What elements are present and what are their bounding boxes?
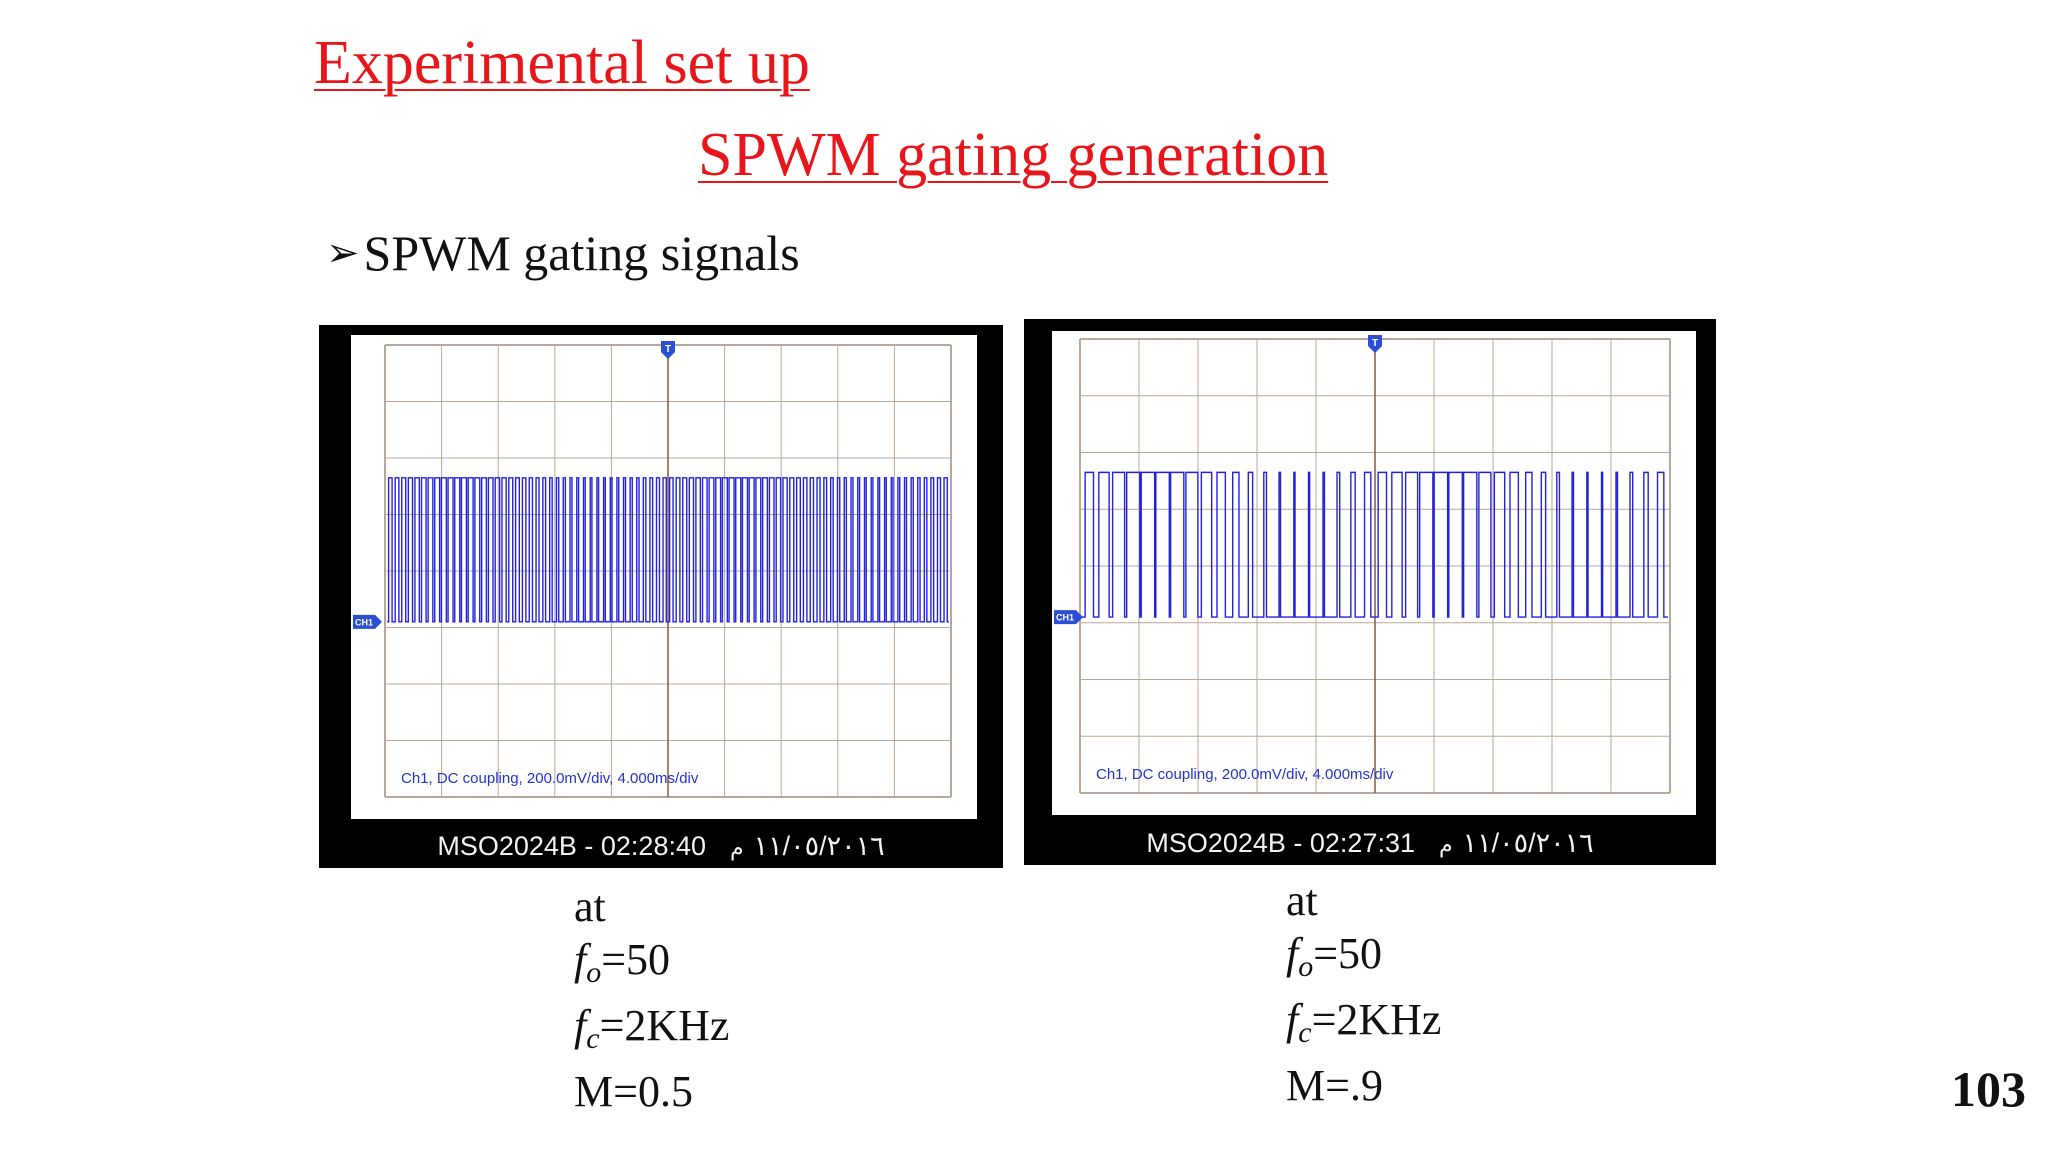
scope-footer: MSO2024B - 02:27:31 ١١/٠٥/٢٠١٦ م (1024, 830, 1716, 857)
fo-subscript: o (586, 956, 602, 989)
trigger-marker-icon: T (661, 341, 675, 359)
slide-title: Experimental set up (314, 29, 810, 97)
fc-subscript: c (586, 1022, 600, 1055)
fc-subscript: c (1298, 1016, 1312, 1049)
arrow-bullet-icon: ➢ (326, 230, 360, 276)
page-number: 103 (1951, 1061, 2026, 1117)
scope-caption: Ch1, DC coupling, 200.0mV/div, 4.000ms/d… (401, 770, 699, 787)
fo-value: =50 (601, 935, 671, 984)
fo-subscript: o (1298, 950, 1314, 983)
trigger-marker-label: T (665, 344, 671, 355)
bullet-item: ➢SPWM gating signals (326, 228, 800, 278)
parameters-right: at fo=50 fc=2KHz M=.9 (1286, 874, 1441, 1112)
fc-value: =2KHz (599, 1001, 730, 1050)
scope-date: ١١/٠٥/٢٠١٦ (753, 831, 885, 861)
scope-model-time: MSO2024B - 02:28:40 (437, 831, 706, 861)
oscilloscope-screenshot-right: T CH1 Ch1, DC coupling, 200.0mV/div, 4.000… (1024, 319, 1716, 865)
scope-screen: T CH1 Ch1, DC coupling, 200.0mV/div, 4.000… (1052, 331, 1696, 815)
fo-symbol: f (574, 935, 587, 984)
param-fc: fc=2KHz (574, 999, 729, 1065)
param-at: at (1286, 876, 1318, 925)
waveform-plot: T CH1 Ch1, DC coupling, 200.0mV/div, 4.000… (1054, 335, 1671, 794)
param-fc: fc=2KHz (1286, 993, 1441, 1059)
ch1-marker-label: CH1 (355, 617, 373, 627)
param-at: at (574, 882, 606, 931)
trigger-marker-label: T (1372, 338, 1378, 349)
ch1-marker-label: CH1 (1056, 613, 1074, 623)
scope-screen: T CH1 Ch1, DC coupling, 200.0mV/div, 4.000… (351, 335, 977, 819)
fc-value: =2KHz (1311, 995, 1442, 1044)
param-fo: fo=50 (1286, 927, 1441, 993)
fc-symbol: f (1286, 995, 1299, 1044)
param-m: M=.9 (1286, 1061, 1383, 1110)
scope-caption: Ch1, DC coupling, 200.0mV/div, 4.000ms/d… (1096, 766, 1394, 783)
waveform-plot: T CH1 Ch1, DC coupling, 200.0mV/div, 4.000… (353, 341, 952, 798)
spwm-trace (387, 477, 949, 623)
fo-symbol: f (1286, 929, 1299, 978)
slide-subtitle: SPWM gating generation (698, 121, 1329, 189)
bullet-text: SPWM gating signals (363, 225, 800, 281)
scope-date-suffix: م (1439, 832, 1453, 857)
parameters-left: at fo=50 fc=2KHz M=0.5 (574, 880, 729, 1118)
param-fo: fo=50 (574, 933, 729, 999)
fo-value: =50 (1313, 929, 1383, 978)
scope-date: ١١/٠٥/٢٠١٦ (1462, 828, 1594, 858)
spwm-trace (1082, 471, 1668, 618)
fc-symbol: f (574, 1001, 587, 1050)
ch1-marker-icon: CH1 (353, 614, 382, 629)
scope-footer: MSO2024B - 02:28:40 ١١/٠٥/٢٠١٦ م (319, 833, 1003, 860)
trigger-marker-icon: T (1368, 335, 1382, 353)
scope-model-time: MSO2024B - 02:27:31 (1146, 828, 1415, 858)
param-m: M=0.5 (574, 1067, 693, 1116)
scope-date-suffix: م (730, 835, 744, 860)
ch1-marker-icon: CH1 (1054, 610, 1083, 625)
oscilloscope-screenshot-left: T CH1 Ch1, DC coupling, 200.0mV/div, 4.000… (319, 325, 1003, 868)
